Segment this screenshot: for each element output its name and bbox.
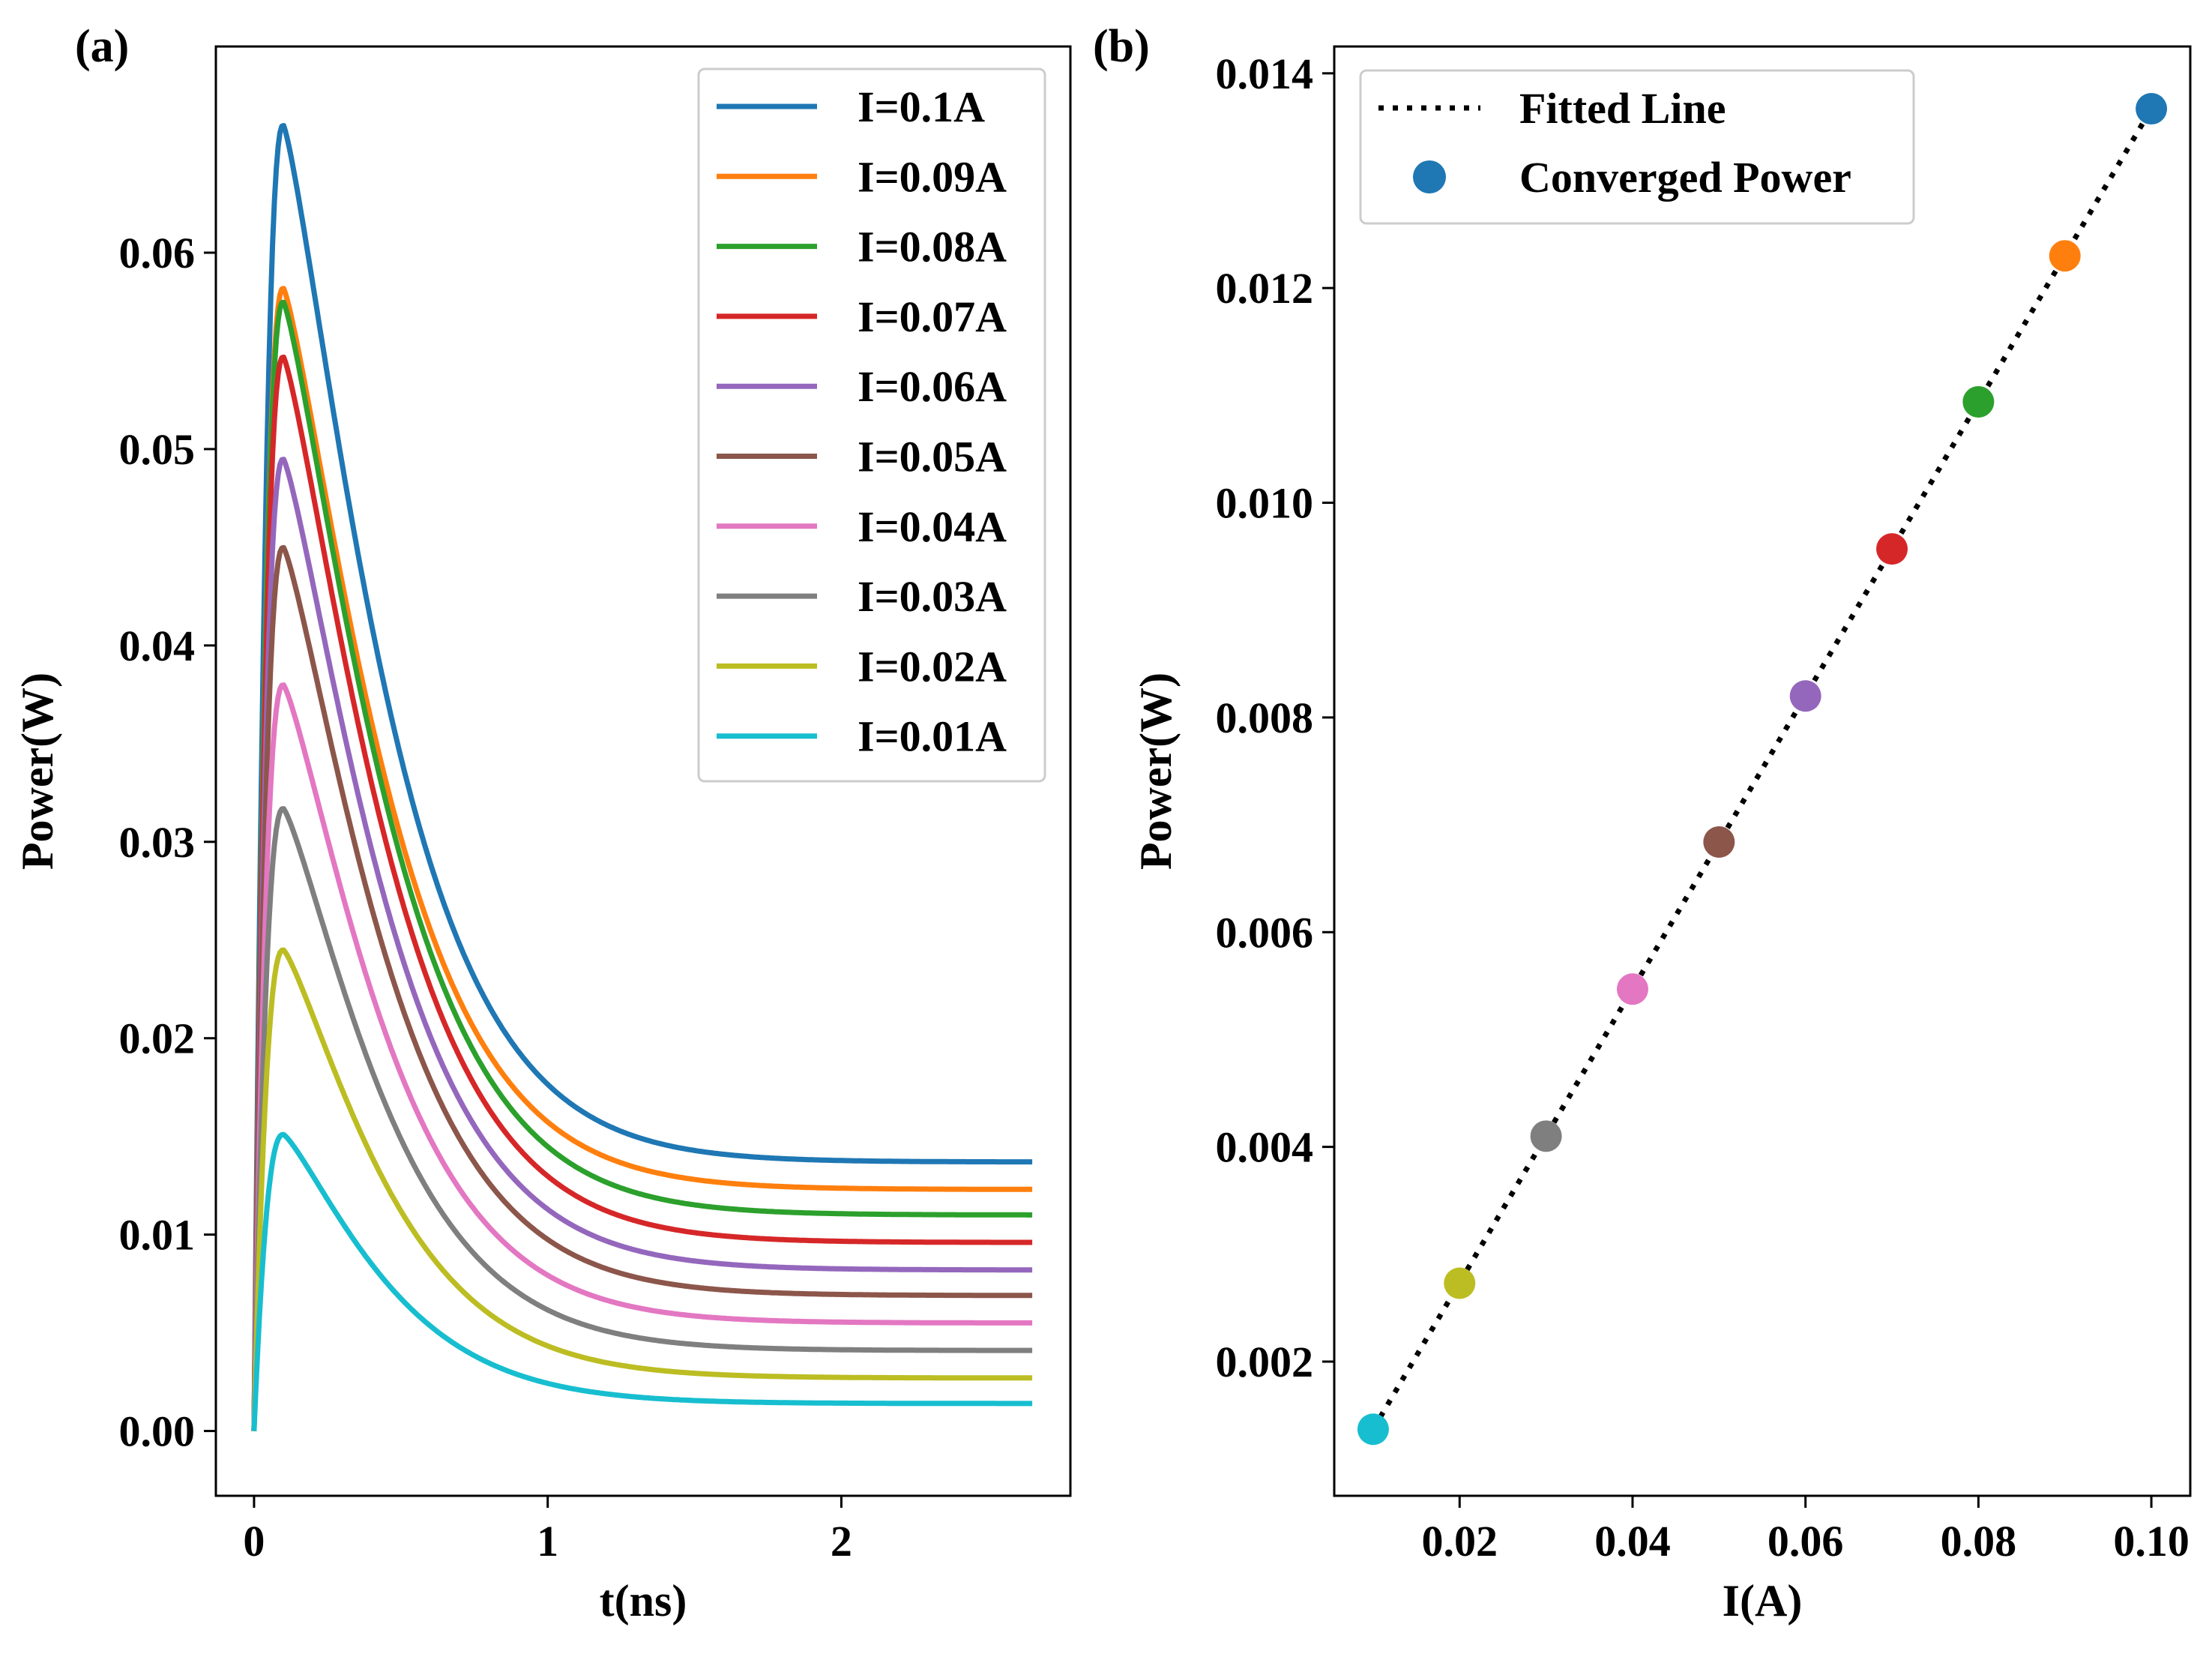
panel-b-ytick-label: 0.002 — [1216, 1338, 1314, 1386]
panel-b-axes: 0.02 0.04 0.06 0.08 0.10 0.002 0.004 0.006 0.008… — [1131, 45, 2192, 1626]
panel-b-xtick-label: 0.10 — [2113, 1517, 2190, 1566]
panel-b-plot — [1357, 93, 2168, 1446]
legend-label-converged-power: Converged Power — [1519, 153, 1851, 202]
panel-b-xtick-label: 0.04 — [1594, 1517, 1671, 1566]
panel-b-ytick-label: 0.008 — [1216, 694, 1314, 742]
panel-b-xtick-label: 0.08 — [1941, 1517, 2017, 1566]
series-line-I=0.03A — [251, 806, 1034, 1431]
data-point-0.10 — [2136, 93, 2168, 125]
legend-label-I=0.01A: I=0.01A — [858, 712, 1007, 761]
data-point-0.05 — [1703, 826, 1735, 858]
series-line-I=0.01A — [251, 1131, 1034, 1431]
panel-a-label: (a) — [75, 21, 129, 72]
legend-swatch-converged-power — [1413, 160, 1446, 193]
data-point-0.04 — [1616, 973, 1648, 1005]
legend-label-I=0.07A: I=0.07A — [858, 292, 1007, 341]
panel-b-ytick-label: 0.004 — [1216, 1123, 1314, 1172]
panel-b-xtick-label: 0.02 — [1422, 1517, 1498, 1566]
legend-label-I=0.08A: I=0.08A — [858, 223, 1007, 271]
panel-a-ytick-label: 0.00 — [119, 1407, 196, 1456]
panel-b-ytick-label: 0.010 — [1216, 479, 1314, 528]
data-point-0.08 — [1962, 385, 1995, 418]
panel-b-ytick-label: 0.006 — [1216, 908, 1314, 957]
panel-b-frame — [1333, 45, 2192, 1497]
series-line-I=0.1A — [251, 123, 1034, 1431]
panel-b-label: (b) — [1093, 21, 1150, 72]
legend-label-I=0.09A: I=0.09A — [858, 152, 1007, 201]
data-point-0.09 — [2049, 240, 2081, 272]
data-point-0.01 — [1357, 1413, 1389, 1446]
series-line-I=0.05A — [251, 544, 1034, 1431]
series-line-I=0.06A — [251, 457, 1034, 1431]
legend-label-fitted-line: Fitted Line — [1519, 84, 1726, 133]
legend-label-I=0.05A: I=0.05A — [858, 433, 1007, 481]
panel-a-xlabel: t(ns) — [600, 1576, 687, 1626]
panel-a-ytick-label: 0.04 — [119, 622, 196, 670]
legend-label-I=0.02A: I=0.02A — [858, 642, 1007, 691]
panel-a-ytick-label: 0.05 — [119, 425, 196, 474]
legend-label-I=0.03A: I=0.03A — [858, 572, 1007, 621]
panel-b-xtick-label: 0.06 — [1768, 1517, 1844, 1566]
panel-b-ytick-label: 0.012 — [1216, 264, 1314, 313]
data-point-0.06 — [1789, 680, 1821, 712]
panel-a-ytick-label: 0.06 — [119, 229, 196, 277]
series-line-I=0.02A — [251, 947, 1034, 1431]
panel-a-ylabel: Power(W) — [13, 673, 62, 870]
series-line-I=0.09A — [251, 286, 1034, 1431]
panel-a-ytick-label: 0.02 — [119, 1014, 196, 1063]
legend-label-I=0.1A: I=0.1A — [858, 82, 985, 131]
panel-a-ytick-label: 0.01 — [119, 1211, 196, 1260]
panel-a-legend: I=0.1A I=0.09A I=0.08A I=0.07A I=0.06A I=0.05… — [697, 67, 1046, 783]
panel-a-frame — [214, 45, 1072, 1497]
panel-a-xtick-label: 2 — [831, 1517, 852, 1566]
panel-b-legend-frame — [1359, 69, 1915, 225]
panel-b-ylabel: Power(W) — [1131, 673, 1181, 870]
series-line-I=0.04A — [251, 682, 1034, 1431]
fitted-line — [1370, 107, 2154, 1431]
series-line-I=0.08A — [251, 299, 1034, 1431]
data-point-0.02 — [1444, 1267, 1476, 1299]
panel-a-ytick-label: 0.03 — [119, 818, 196, 867]
panel-b-legend: Fitted Line Converged Power — [1359, 69, 1915, 225]
panel-a-lines — [251, 123, 1034, 1431]
series-line-I=0.07A — [251, 354, 1034, 1431]
panel-b-xlabel: I(A) — [1723, 1576, 1803, 1626]
panel-a-xtick-label: 0 — [243, 1517, 265, 1566]
data-point-0.07 — [1876, 533, 1908, 565]
data-point-0.03 — [1530, 1120, 1562, 1152]
panel-a-xtick-label: 1 — [537, 1517, 558, 1566]
panel-a-axes: 0 1 2 0.00 0.01 0.02 0.03 0.04 0.05 0.06 t(ns) Powe… — [13, 45, 1072, 1626]
legend-label-I=0.04A: I=0.04A — [858, 502, 1007, 551]
panel-b-ytick-label: 0.014 — [1216, 49, 1314, 98]
legend-label-I=0.06A: I=0.06A — [858, 362, 1007, 411]
